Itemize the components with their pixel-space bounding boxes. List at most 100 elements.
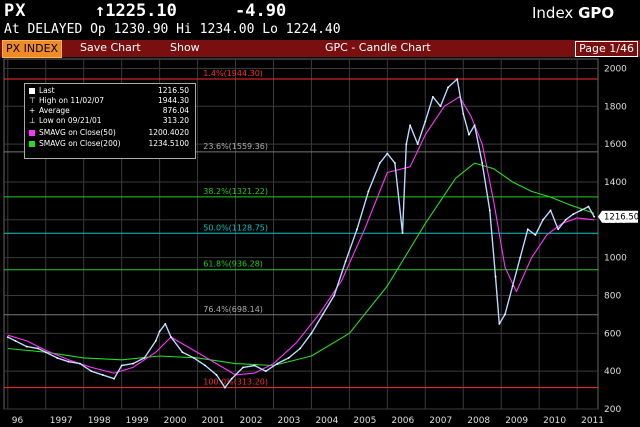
price-point [394,162,396,164]
y-tick-label: 200 [604,405,621,415]
ticker-label: PX [4,1,27,21]
price-point [519,256,522,259]
legend-swatch-last [29,88,35,94]
save-chart-button[interactable]: Save Chart [80,41,141,54]
price-point [299,347,301,350]
x-tick-label: 2008 [467,416,490,426]
price-point [356,228,358,231]
chart-toolbar: PX INDEX Save Chart Show GPC - Candle Ch… [0,40,640,58]
price-point [401,232,404,234]
legend-row-last: Last 1216.50 [29,86,191,95]
price-point [242,366,245,369]
index-label: Index GPO [532,4,615,22]
y-tick-label: 1400 [604,178,627,188]
price-line [7,78,595,389]
price-point [557,228,560,231]
price-point [416,143,419,146]
chart-title: GPC - Candle Chart [325,41,431,54]
price-point [593,215,596,218]
x-tick-label: 1999 [126,416,149,426]
price-point [473,124,476,127]
last-price: ↑1225.10 [95,1,177,21]
px-index-tab[interactable]: PX INDEX [2,40,63,58]
price-point [310,332,313,335]
price-point [511,285,514,287]
price-point [158,330,161,333]
x-tick-label: 2005 [353,416,376,426]
x-tick-label: 2004 [315,416,338,426]
x-tick-label: 2011 [581,416,604,426]
y-tick-label: 1800 [604,102,627,112]
last-price-label: 1216.50 [604,213,639,223]
average-marker-icon: + [29,106,36,115]
price-point [90,370,93,373]
price-point [481,162,484,164]
price-point [25,345,28,348]
show-menu-button[interactable]: Show [170,41,200,54]
fib-level-label: 23.6%(1559.36) [203,142,268,151]
legend-row-high: ⊤ High on 11/02/07 1944.30 [29,96,189,105]
price-point [344,260,347,263]
price-point [378,162,381,164]
y-tick-label: 600 [604,329,621,339]
fib-level-label: 100.0%(313.20) [203,378,268,387]
price-point [79,362,81,365]
index-code: GPO [578,4,615,22]
price-point [37,347,40,350]
legend-row-low: ⊥ Low on 09/21/01 313.20 [29,116,189,125]
price-point [439,105,442,108]
price-point [494,275,497,278]
legend-row-sma50: SMAVG on Close(50) 1200.4020 [29,128,191,137]
price-point [264,370,267,373]
price-point [120,364,123,367]
page-indicator[interactable]: Page 1/46 [575,41,638,57]
price-point [549,209,552,212]
legend-row-sma200: SMAVG on Close(200) 1234.5100 [29,139,191,148]
price-point [526,228,529,231]
fib-level-label: 50.0%(1128.75) [203,223,268,232]
price-point [154,339,157,342]
x-tick-label: 2002 [240,416,263,426]
sma200-line [7,162,595,367]
price-point [321,313,324,316]
high-marker-icon: ⊤ [29,96,36,105]
y-tick-label: 2000 [604,64,627,74]
fib-level-label: 76.4%(698.14) [203,305,263,314]
x-tick-label: 2009 [505,416,528,426]
candle-chart[interactable]: 96 1997 1998 1999 2000 2001 2002 2003 2004 2005 20… [0,57,640,427]
last-price-marker [598,210,638,223]
fib-level-label: 1.4%(1944.30) [203,69,263,78]
price-point [181,351,184,354]
price-point [431,95,434,98]
y-tick-label: 1000 [604,254,627,264]
price-point [6,336,9,339]
price-point [56,357,59,359]
price-point [170,336,172,339]
price-point [192,357,195,359]
price-point [587,205,590,208]
price-point [462,112,465,115]
price-point [447,86,449,89]
price-point [14,339,17,342]
x-tick-label: 2007 [429,416,452,426]
price-point [572,213,575,216]
price-point [67,360,70,363]
price-point [534,234,537,236]
price-point [424,120,427,123]
price-point [101,374,104,376]
price-point [386,152,389,155]
price-point [409,124,412,127]
price-point [498,322,501,325]
x-tick-label: 1998 [88,416,111,426]
price-point [143,357,146,359]
x-tick-label: 1997 [50,416,73,426]
price-point [542,218,544,221]
price-point [113,377,115,380]
price-point [367,190,370,193]
legend-swatch-sma200 [29,141,35,147]
y-tick-label: 800 [604,291,621,301]
price-point [468,133,470,136]
x-tick-label: 2010 [543,416,566,426]
x-tick-label: 2001 [202,416,225,426]
price-point [276,362,279,365]
